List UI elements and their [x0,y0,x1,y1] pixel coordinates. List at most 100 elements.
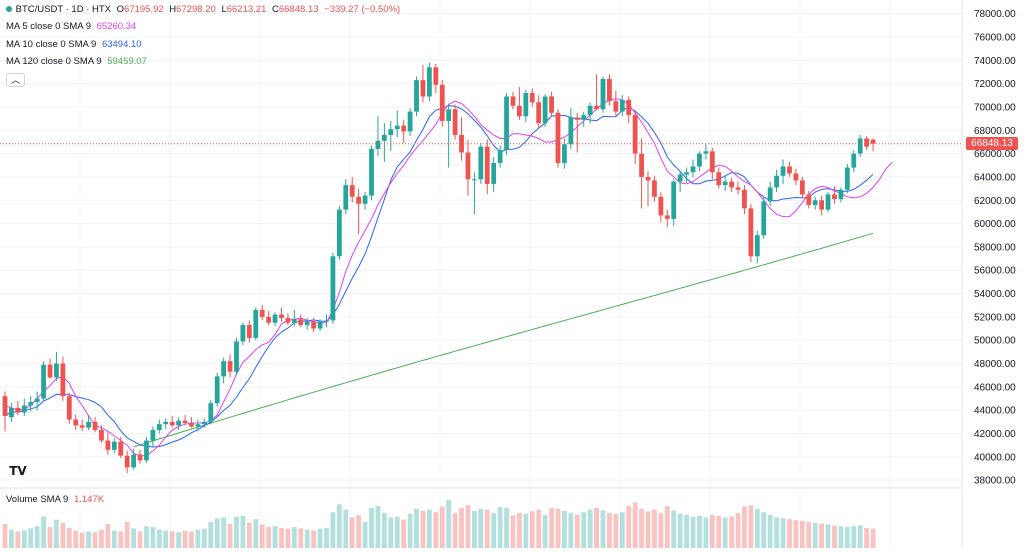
candle-body [99,430,104,441]
volume-bar [787,519,792,548]
ma120-value: 59459.07 [107,56,147,67]
volume-bar [838,526,844,548]
ma10-line [4,105,874,448]
volume-bar [163,530,169,548]
volume-bar [246,522,252,548]
candle-body [79,425,85,428]
volume-bar [664,506,670,548]
candle-body [497,150,503,163]
volume-bar [497,506,503,548]
ma120-legend[interactable]: MA 120 close 0 SMA 9 59459.07 [6,56,150,67]
candle-body [549,96,554,113]
status-dot [6,6,12,12]
candle-body [568,117,574,145]
volume-legend[interactable]: Volume SMA 9 1.147K [6,494,107,505]
price-tick-label: 68000.00 [974,126,1016,137]
candle-body [221,361,227,377]
volume-bar [291,527,297,548]
candle-body [594,105,599,110]
volume-bar [864,527,870,548]
candle-body [684,172,689,175]
volume-bar [336,504,342,548]
ma10-legend[interactable]: MA 10 close 0 SMA 9 63494.10 [6,39,145,50]
volume-bar [857,525,863,548]
candle-body [118,441,124,456]
volume-bar [41,516,46,548]
volume-bar [9,529,14,548]
candle-body [613,101,619,112]
chevron-up-icon[interactable]: ︿ [6,73,25,87]
candle-body [697,153,702,167]
candle-body [47,364,53,378]
candle-body [240,325,246,342]
volume-bar [523,513,529,548]
candle-body [587,105,593,116]
price-tick-label: 66000.00 [974,149,1016,160]
candle-body [28,402,34,406]
candle-body [298,319,304,326]
candle-body [330,256,336,321]
current-price-tag: 66848.13 [966,137,1018,151]
volume-bar [375,506,381,548]
volume-bar [272,526,278,548]
price-tick-label: 46000.00 [974,382,1016,393]
price-tick-label: 78000.00 [974,9,1016,20]
volume-bar [240,515,246,548]
volume-bar [504,507,509,548]
candle-body [607,78,612,102]
candle-body [664,215,670,219]
volume-bar [600,510,606,548]
candle-body [581,115,587,120]
volume-bar [767,514,773,548]
price-tick-label: 50000.00 [974,336,1016,347]
volume-bar [118,531,124,548]
candle-body [433,67,439,85]
candle-body [176,420,182,426]
volume-bar [349,517,355,548]
volume-bar [426,509,432,548]
candle-body [471,179,477,181]
candle-body [671,181,677,219]
ma10-label: MA 10 close 0 SMA 9 [6,39,97,50]
volume-bar [459,507,464,548]
candle-body [761,201,767,236]
candle-body [459,134,464,153]
volume-bar [671,510,677,548]
candle-body [722,181,728,186]
ma5-legend[interactable]: MA 5 close 0 SMA 9 65260.34 [6,21,139,32]
candle-body [632,115,638,154]
volume-bar [542,514,548,548]
volume-bar [279,527,284,548]
volume-bar [639,508,644,548]
volume-bar [452,513,458,548]
candle-body [703,151,709,154]
volume-bar [47,527,53,548]
candle-body [844,167,850,190]
volume-bar [555,508,561,548]
candle-body [864,138,870,147]
candle-body [21,405,27,413]
candle-body [150,430,156,441]
candle-body [304,321,310,326]
price-tick-label: 54000.00 [974,289,1016,300]
volume-bar [594,507,599,548]
candle-body [838,189,844,200]
symbol-title: BTC/USDT · 1D · HTX [15,4,111,15]
candle-body [716,172,722,186]
candle-body [266,316,272,323]
candle-body [362,195,368,204]
volume-bar [54,519,59,548]
volume-bar [562,510,567,548]
candle-body [163,421,169,425]
volume-bar [568,513,574,548]
volume-bar [420,510,426,548]
price-tick-label: 76000.00 [974,32,1016,43]
volume-bar [780,518,786,548]
candle-body [491,162,497,184]
tradingview-logo[interactable]: TV [6,460,30,482]
candle-body [272,314,278,323]
volume-bar [105,524,111,548]
candle-body [645,176,651,181]
candle-body [343,185,349,210]
